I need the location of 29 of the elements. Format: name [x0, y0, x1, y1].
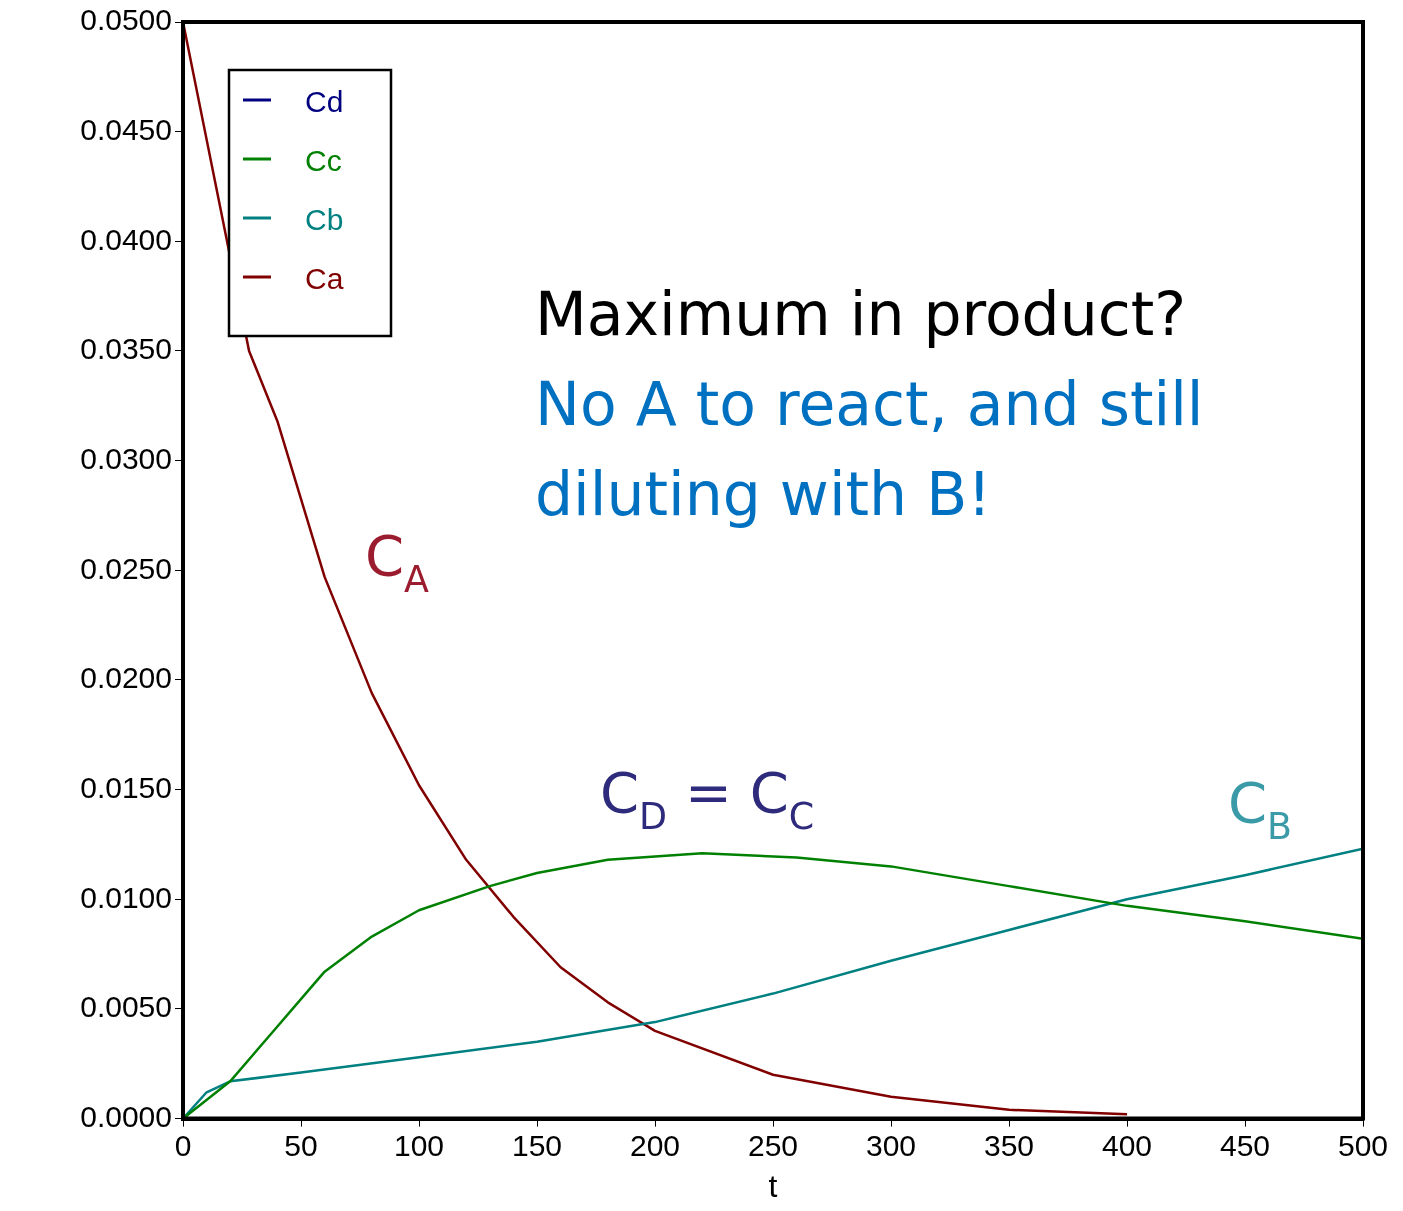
- x-tick-label: 350: [983, 1128, 1035, 1162]
- x-tick-label: 150: [511, 1128, 563, 1162]
- legend-label: Cd: [305, 85, 344, 119]
- y-tick-label: 0.0000: [80, 1099, 172, 1133]
- legend-label: Ca: [305, 262, 344, 296]
- x-tick-label: 250: [747, 1128, 799, 1162]
- annotation: Maximum in product?: [535, 279, 1187, 349]
- x-tick-label: 450: [1219, 1128, 1271, 1162]
- y-tick-label: 0.0450: [80, 112, 172, 146]
- y-tick-label: 0.0200: [80, 661, 172, 695]
- x-tick-label: 500: [1337, 1128, 1389, 1162]
- x-axis-title: t: [768, 1167, 778, 1204]
- annotation: No A to react, and still diluting with B!: [535, 369, 1204, 529]
- y-tick-label: 0.0250: [80, 551, 172, 585]
- legend-label: Cb: [305, 203, 344, 237]
- x-tick-label: 0: [174, 1128, 192, 1162]
- x-tick-label: 50: [284, 1128, 318, 1162]
- y-tick-label: 0.0500: [80, 3, 172, 37]
- x-tick-label: 300: [865, 1128, 917, 1162]
- x-tick-label: 400: [1101, 1128, 1153, 1162]
- y-tick-label: 0.0300: [80, 441, 172, 475]
- y-tick-label: 0.0100: [80, 880, 172, 914]
- y-tick-label: 0.0150: [80, 770, 172, 804]
- legend-label: Cc: [305, 144, 342, 178]
- y-tick-label: 0.0050: [80, 990, 172, 1024]
- x-tick-label: 200: [629, 1128, 681, 1162]
- y-tick-label: 0.0400: [80, 222, 172, 256]
- y-tick-label: 0.0350: [80, 332, 172, 366]
- x-tick-label: 100: [393, 1128, 445, 1162]
